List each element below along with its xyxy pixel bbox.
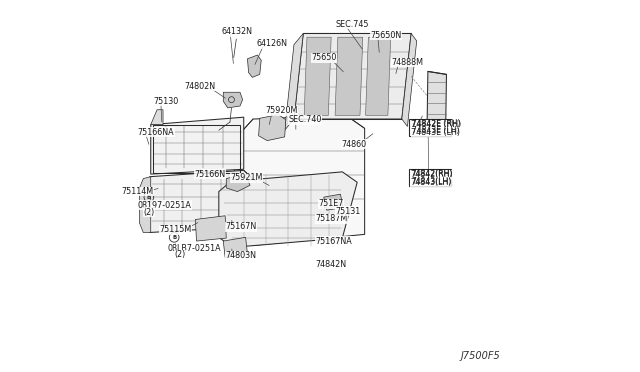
- FancyBboxPatch shape: [410, 119, 451, 136]
- Text: B: B: [172, 235, 176, 240]
- Text: 75130: 75130: [154, 97, 179, 106]
- Text: 74860: 74860: [341, 140, 367, 149]
- Text: SEC.740: SEC.740: [289, 115, 322, 124]
- Polygon shape: [324, 194, 343, 210]
- Text: 64126N: 64126N: [257, 39, 288, 48]
- Text: 74843E (LH): 74843E (LH): [412, 126, 459, 135]
- Text: 74802N: 74802N: [184, 82, 215, 91]
- Polygon shape: [223, 237, 248, 257]
- Polygon shape: [151, 110, 163, 125]
- Polygon shape: [304, 37, 331, 115]
- Text: 74842(RH): 74842(RH): [412, 169, 452, 178]
- Text: 74842N: 74842N: [316, 260, 347, 269]
- Text: 74842E (RH): 74842E (RH): [411, 120, 461, 129]
- Text: 75166N: 75166N: [195, 170, 225, 179]
- Text: (2): (2): [143, 208, 154, 217]
- Text: 75650: 75650: [312, 53, 337, 62]
- Text: 75114M: 75114M: [121, 187, 154, 196]
- Text: 75166NA: 75166NA: [138, 128, 174, 137]
- Polygon shape: [140, 177, 151, 232]
- Text: 08LB7-0251A: 08LB7-0251A: [168, 244, 221, 253]
- Text: 08197-0251A: 08197-0251A: [138, 201, 191, 210]
- Polygon shape: [219, 172, 357, 247]
- Text: 74843E (LH): 74843E (LH): [411, 128, 460, 137]
- Text: 75650N: 75650N: [370, 31, 401, 40]
- Polygon shape: [365, 37, 390, 115]
- Text: 75131: 75131: [335, 207, 361, 216]
- Polygon shape: [335, 37, 363, 115]
- Polygon shape: [294, 33, 411, 119]
- Text: 75187M: 75187M: [316, 214, 348, 223]
- Polygon shape: [402, 33, 417, 126]
- Text: 74842(RH): 74842(RH): [410, 170, 452, 179]
- Bar: [152, 125, 240, 173]
- Polygon shape: [427, 71, 447, 125]
- Polygon shape: [259, 115, 286, 141]
- Polygon shape: [195, 216, 227, 241]
- FancyBboxPatch shape: [410, 169, 451, 186]
- Polygon shape: [223, 92, 243, 108]
- Polygon shape: [151, 117, 244, 174]
- Text: (2): (2): [174, 250, 186, 259]
- Text: SEC.745: SEC.745: [335, 20, 369, 29]
- Text: 75167NA: 75167NA: [316, 237, 352, 246]
- Text: 751E7: 751E7: [318, 199, 344, 208]
- Text: 75920M: 75920M: [265, 106, 298, 115]
- Text: 74888M: 74888M: [392, 58, 424, 67]
- Text: 75167N: 75167N: [225, 222, 257, 231]
- Text: 74842E (RH): 74842E (RH): [412, 119, 460, 128]
- Polygon shape: [150, 170, 257, 232]
- Text: B: B: [147, 195, 151, 200]
- Text: 74803N: 74803N: [225, 251, 256, 260]
- Polygon shape: [285, 33, 303, 130]
- Text: 75921M: 75921M: [230, 173, 262, 182]
- Polygon shape: [234, 115, 365, 246]
- Polygon shape: [227, 174, 250, 192]
- Polygon shape: [248, 55, 261, 77]
- Text: J7500F5: J7500F5: [461, 351, 500, 361]
- Text: 74843(LH): 74843(LH): [410, 178, 452, 187]
- Text: 75115M: 75115M: [159, 225, 191, 234]
- Text: 64132N: 64132N: [222, 27, 253, 36]
- Text: 74843(LH): 74843(LH): [412, 177, 452, 186]
